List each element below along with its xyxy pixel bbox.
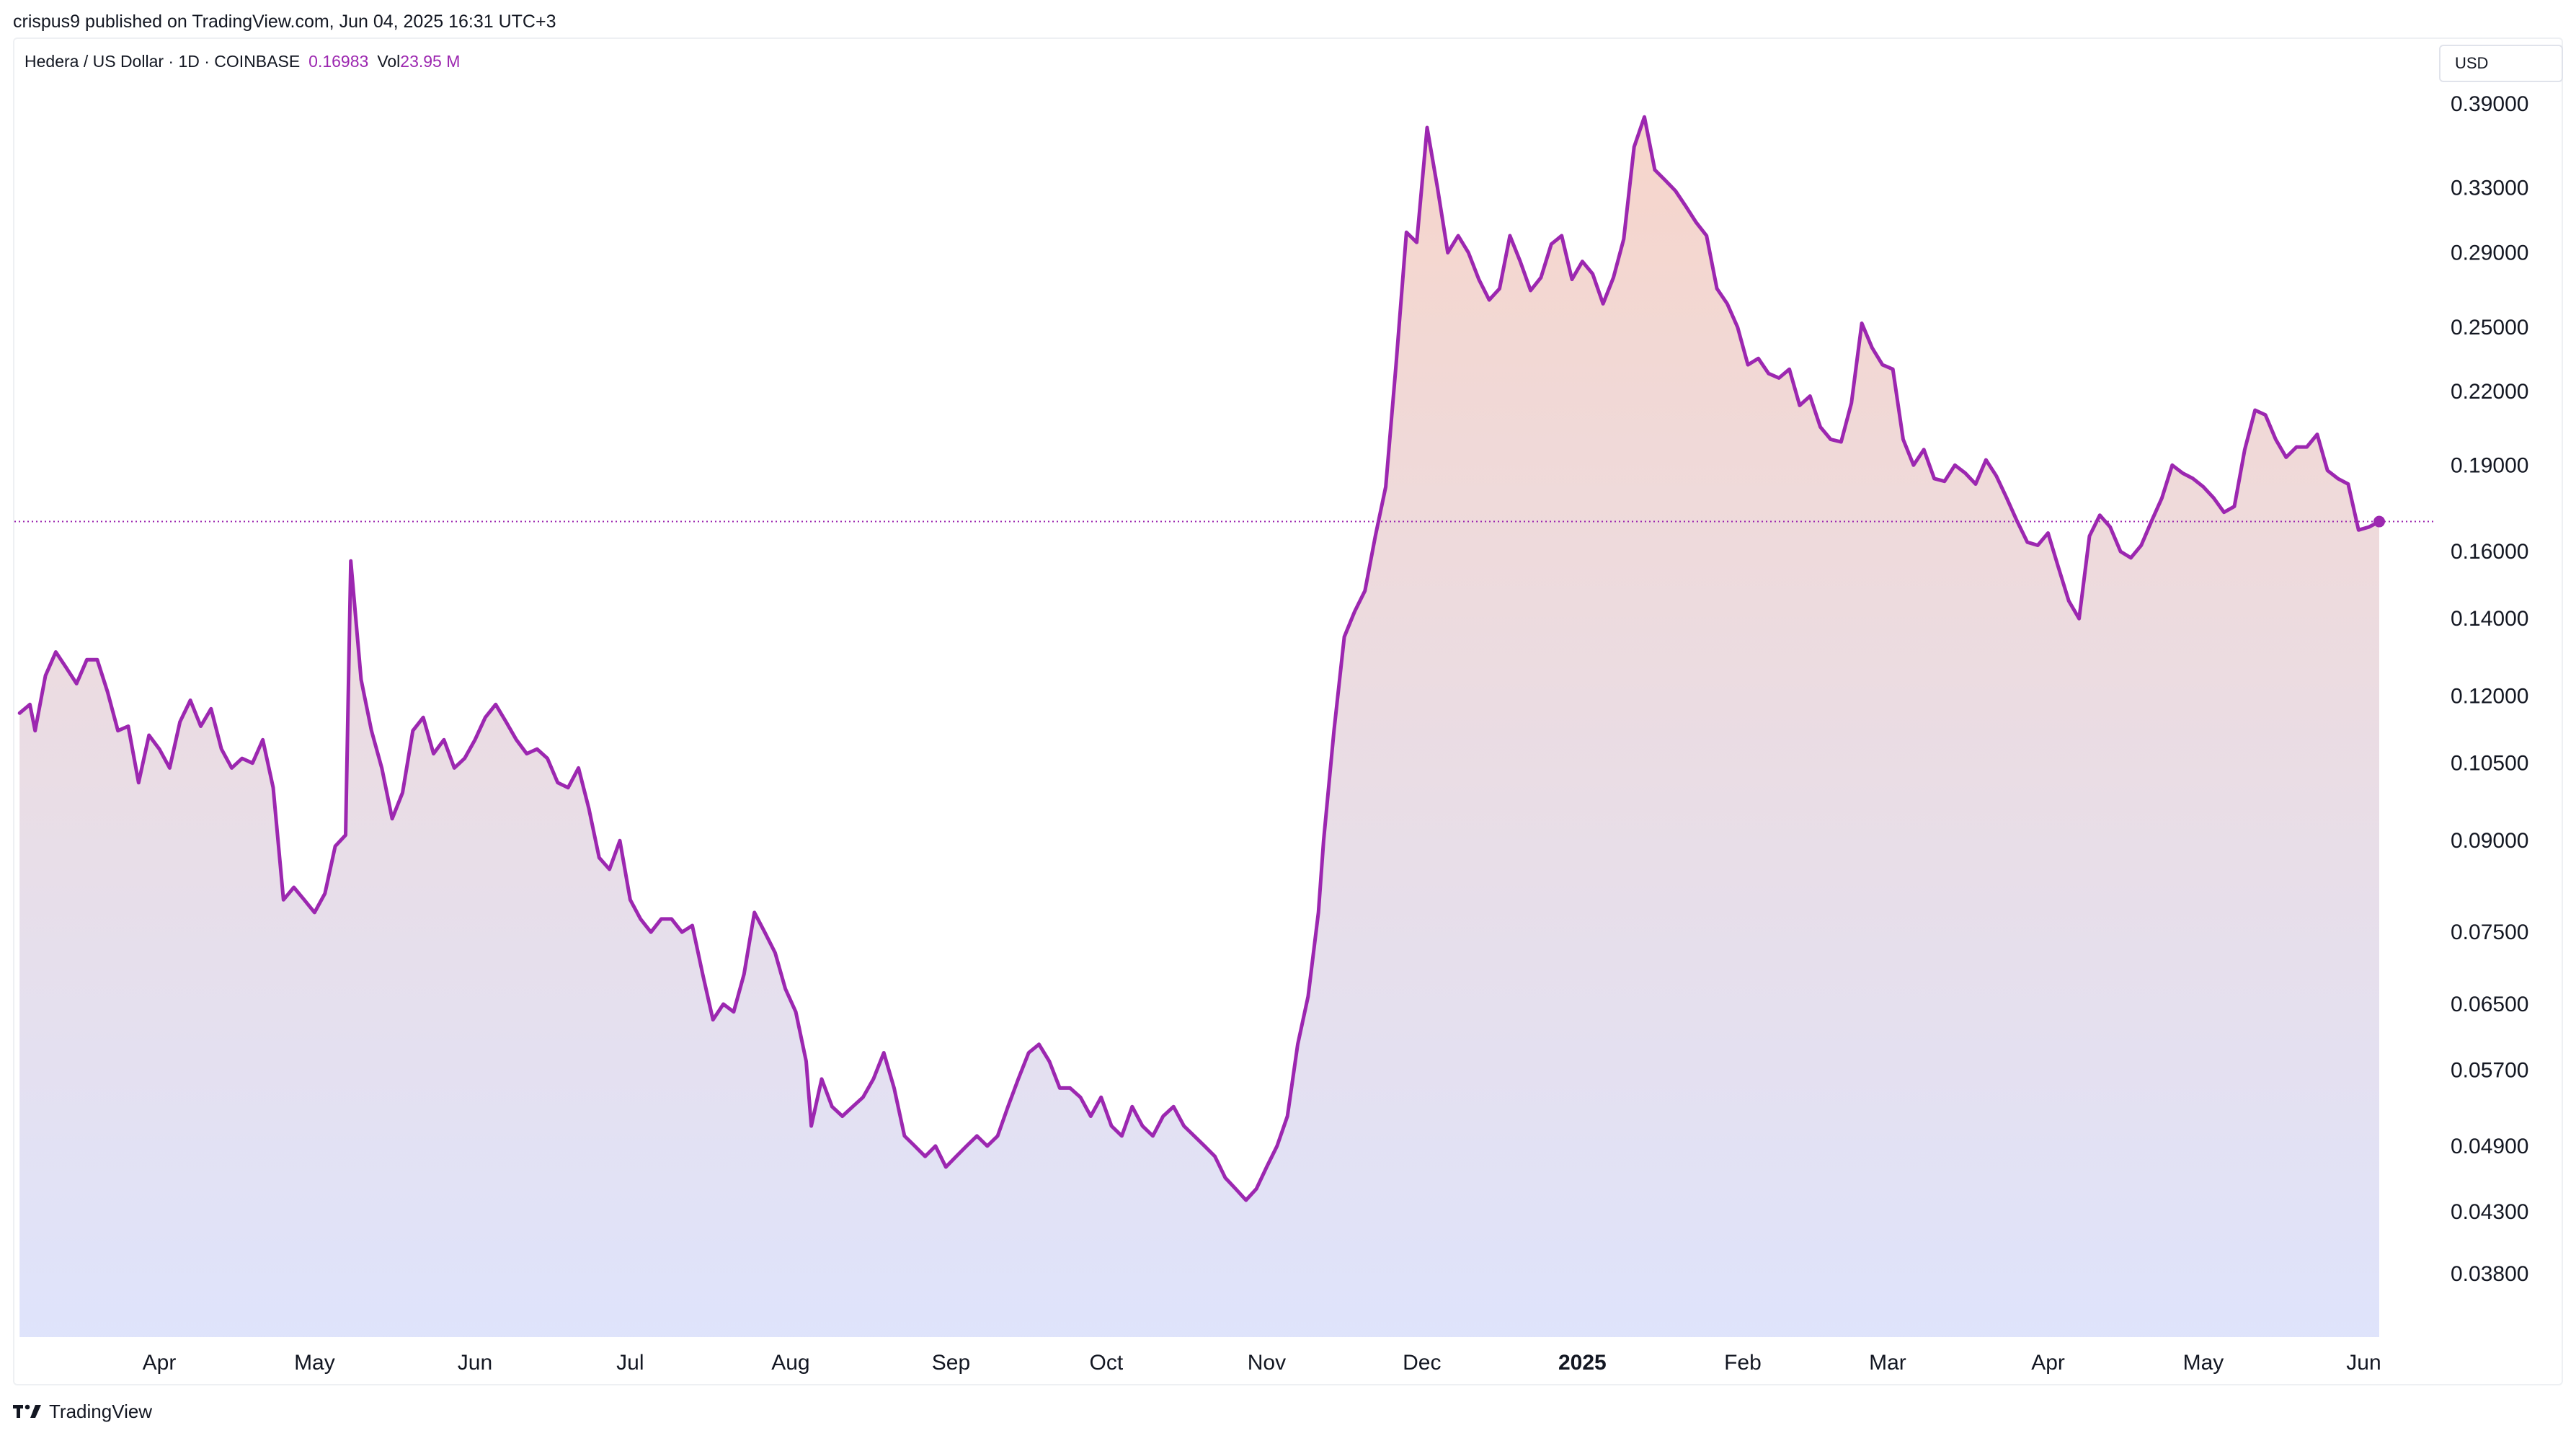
- time-tick-label: Feb: [1724, 1351, 1762, 1375]
- price-tick-label: 0.33000: [2451, 177, 2528, 200]
- price-tick-label: 0.03800: [2451, 1262, 2528, 1286]
- time-tick-label: Nov: [1248, 1351, 1286, 1375]
- price-tick-label: 0.19000: [2451, 453, 2528, 477]
- time-tick-label: Jun: [2346, 1351, 2381, 1375]
- price-tick-label: 0.06500: [2451, 993, 2528, 1016]
- symbol-info: Hedera / US Dollar · 1D · COINBASE: [25, 52, 301, 71]
- time-tick-label: Aug: [771, 1351, 809, 1375]
- tradingview-logo-icon: [13, 1404, 41, 1418]
- publish-info: crispus9 published on TradingView.com, J…: [13, 12, 556, 32]
- price-line: [17, 115, 2381, 1202]
- chart-frame: [13, 37, 2563, 1385]
- price-tick-label: 0.22000: [2451, 380, 2528, 404]
- volume-value: 23.95 M: [400, 52, 461, 71]
- last-price-value: 0.16983: [308, 52, 369, 71]
- price-tick-label: 0.07500: [2451, 920, 2528, 944]
- time-tick-label: Oct: [1090, 1351, 1124, 1375]
- time-tick-label: Jul: [616, 1351, 644, 1375]
- time-tick-label: May: [2183, 1351, 2224, 1375]
- price-tick-label: 0.14000: [2451, 607, 2528, 631]
- tradingview-brand[interactable]: TradingView: [13, 1400, 152, 1423]
- volume-label: Vol: [377, 52, 401, 71]
- currency-selector[interactable]: USD: [2439, 45, 2563, 82]
- time-tick-label: Apr: [2031, 1351, 2065, 1375]
- time-tick-label: Apr: [143, 1351, 177, 1375]
- price-tick-label: 0.29000: [2451, 241, 2528, 265]
- price-axis[interactable]: 0.39000 0.33000 0.29000 0.25000 0.22000 0.190…: [2451, 92, 2528, 1286]
- brand-name: TradingView: [49, 1401, 153, 1422]
- symbol-legend: Hedera / US Dollar · 1D · COINBASE 0.169…: [25, 50, 460, 72]
- price-tick-label: 0.04900: [2451, 1135, 2528, 1158]
- time-tick-label: May: [294, 1351, 335, 1375]
- price-area-fill: [19, 117, 2380, 1338]
- price-tick-label: 0.16000: [2451, 540, 2528, 564]
- time-tick-label: 2025: [1558, 1351, 1607, 1375]
- time-axis[interactable]: Apr May Jun Jul Aug Sep Oct Nov Dec 2025 Feb Mar Apr…: [143, 1351, 2381, 1375]
- time-tick-label: Mar: [1869, 1351, 1906, 1375]
- time-tick-label: Sep: [932, 1351, 970, 1375]
- last-price-marker: [2373, 515, 2386, 528]
- price-tick-label: 0.10500: [2451, 752, 2528, 776]
- price-tick-label: 0.12000: [2451, 685, 2528, 709]
- price-tick-label: 0.25000: [2451, 316, 2528, 340]
- volume-group: Vol23.95 M: [377, 50, 460, 72]
- price-tick-label: 0.09000: [2451, 829, 2528, 853]
- time-tick-label: Dec: [1403, 1351, 1441, 1375]
- price-tick-label: 0.05700: [2451, 1059, 2528, 1083]
- time-tick-label: Jun: [458, 1351, 492, 1375]
- plot-area[interactable]: [14, 115, 2436, 1338]
- price-tick-label: 0.39000: [2451, 92, 2528, 116]
- price-tick-label: 0.04300: [2451, 1200, 2528, 1224]
